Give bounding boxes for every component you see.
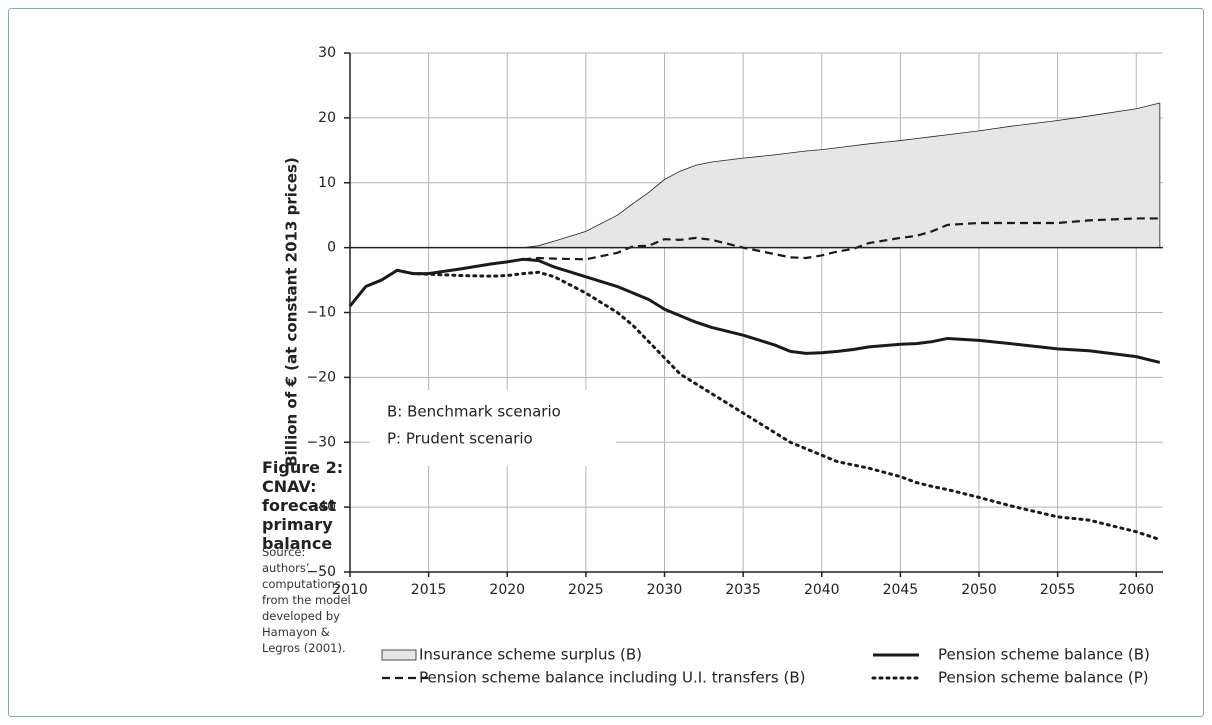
annotation: B: Benchmark scenario (387, 403, 561, 421)
x-tick-label: 2045 (883, 582, 919, 598)
y-tick-label: 10 (318, 175, 336, 191)
x-tick-label: 2025 (568, 582, 604, 598)
x-tick-label: 2035 (725, 582, 761, 598)
legend-label: Pension scheme balance (P) (938, 669, 1149, 687)
figure-title: Figure 2: CNAV: forecast primary balance (262, 458, 344, 553)
x-tick-label: 2040 (804, 582, 840, 598)
legend-label: Pension scheme balance (B) (938, 646, 1150, 664)
y-tick-label: −40 (306, 499, 336, 515)
x-tick-label: 2050 (961, 582, 997, 598)
legend-label: Pension scheme balance including U.I. tr… (419, 669, 806, 687)
plot (348, 102, 1162, 542)
y-axis-label: Billion of € (at constant 2013 prices) (283, 157, 301, 467)
x-tick-label: 2060 (1118, 582, 1154, 598)
y-tick-label: −20 (306, 369, 336, 385)
area-edge (522, 102, 1160, 249)
figure-source: Source: authors’ computations from the m… (262, 545, 351, 655)
legend-label: Insurance scheme surplus (B) (419, 646, 642, 664)
y-tick-label: 20 (318, 110, 336, 126)
x-tick-label: 2010 (332, 582, 368, 598)
frame (8, 8, 1204, 717)
y-tick-label: −30 (306, 434, 336, 450)
y-tick-label: 0 (327, 240, 336, 256)
line (395, 268, 1162, 542)
area (522, 102, 1160, 248)
annotation: P: Prudent scenario (387, 430, 533, 448)
y-tick-label: −50 (306, 564, 336, 580)
line (522, 217, 1160, 261)
x-tick-label: 2055 (1040, 582, 1076, 598)
x-tick-label: 2020 (489, 582, 525, 598)
x-tick-label: 2015 (411, 582, 447, 598)
y-tick-label: −10 (306, 305, 336, 321)
y-tick-label: 30 (318, 45, 336, 61)
legend-swatch (381, 649, 417, 661)
annotation-box (370, 390, 616, 466)
line (348, 257, 1161, 364)
x-tick-label: 2030 (647, 582, 683, 598)
